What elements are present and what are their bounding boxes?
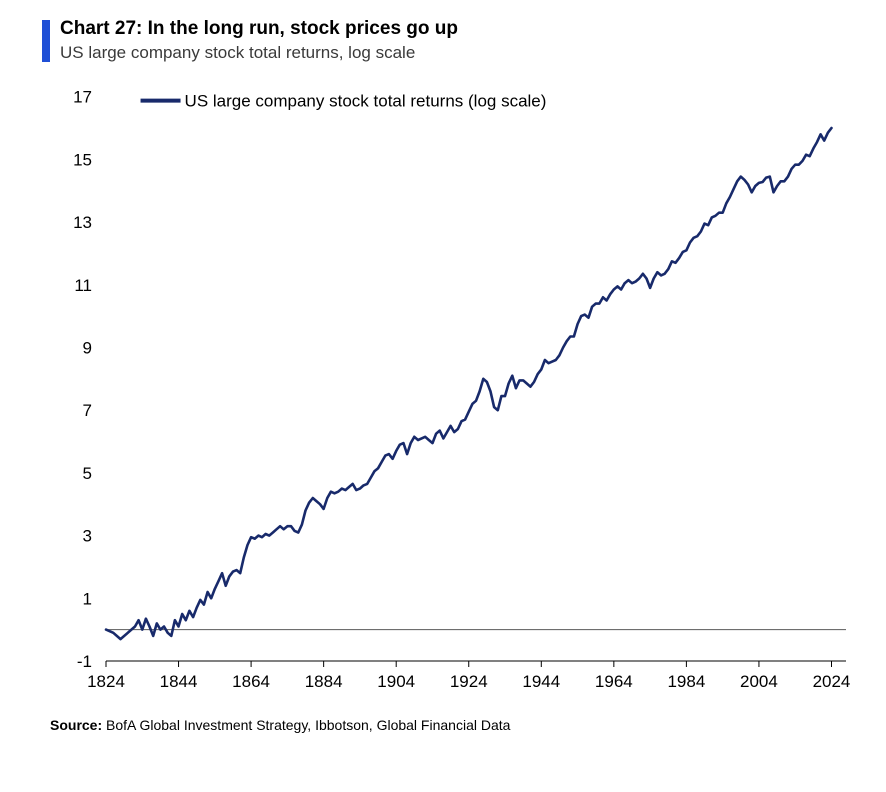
line-chart: -113579111315171824184418641884190419241… (28, 69, 858, 709)
chart-page: Chart 27: In the long run, stock prices … (0, 0, 886, 792)
x-tick-label: 1964 (595, 672, 633, 691)
series-line (106, 128, 832, 639)
x-tick-label: 1984 (667, 672, 705, 691)
x-tick-label: 2004 (740, 672, 778, 691)
source-line: Source: BofA Global Investment Strategy,… (50, 717, 858, 733)
chart-area: -113579111315171824184418641884190419241… (28, 69, 858, 709)
x-tick-label: 1944 (522, 672, 560, 691)
x-tick-label: 1924 (450, 672, 488, 691)
x-tick-label: 1884 (305, 672, 343, 691)
y-tick-label: 3 (83, 526, 92, 545)
y-tick-label: 9 (83, 338, 92, 357)
y-tick-label: 1 (83, 589, 92, 608)
y-tick-label: 7 (83, 401, 92, 420)
y-tick-label: 11 (74, 276, 92, 295)
x-tick-label: 1864 (232, 672, 270, 691)
chart-subtitle: US large company stock total returns, lo… (60, 43, 458, 63)
y-tick-label: 17 (73, 87, 92, 106)
title-block: Chart 27: In the long run, stock prices … (42, 18, 858, 63)
title-group: Chart 27: In the long run, stock prices … (60, 18, 458, 63)
y-tick-label: 5 (83, 464, 92, 483)
legend-label: US large company stock total returns (lo… (185, 91, 547, 110)
y-tick-label: -1 (77, 652, 92, 671)
source-label: Source: (50, 717, 102, 733)
accent-bar-icon (42, 20, 50, 62)
y-tick-label: 13 (73, 213, 92, 232)
source-text: BofA Global Investment Strategy, Ibbotso… (102, 717, 510, 733)
chart-title: Chart 27: In the long run, stock prices … (60, 18, 458, 41)
x-tick-label: 2024 (813, 672, 851, 691)
x-tick-label: 1904 (377, 672, 415, 691)
x-tick-label: 1844 (160, 672, 198, 691)
y-tick-label: 15 (73, 150, 92, 169)
x-tick-label: 1824 (87, 672, 125, 691)
